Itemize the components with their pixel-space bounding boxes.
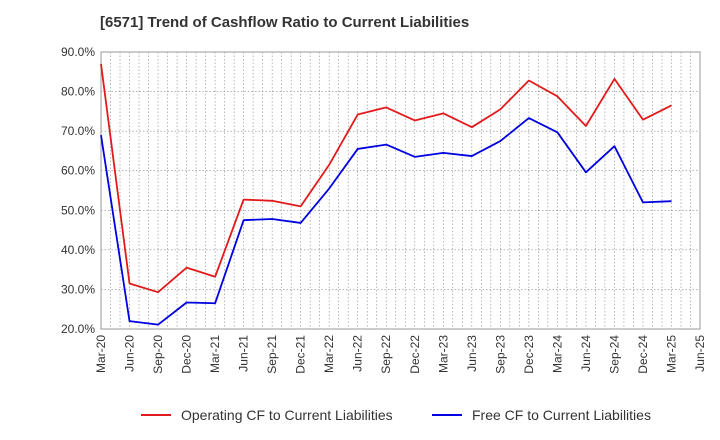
- x-tick-label: Sep-21: [265, 335, 279, 374]
- x-axis-tick-labels: Mar-20 Jun-20 Sep-20 Dec-20 Mar-21 Jun-21 Sep-…: [94, 335, 707, 374]
- y-tick-label: 90.0%: [61, 45, 95, 59]
- x-tick-label: Dec-23: [522, 335, 536, 374]
- x-tick-label: Mar-24: [550, 335, 564, 373]
- operating-cf-series-line: [100, 63, 672, 294]
- x-tick-label: Mar-22: [322, 335, 336, 373]
- x-tick-label: Jun-24: [579, 335, 593, 372]
- legend-label: Free CF to Current Liabilities: [472, 407, 651, 423]
- x-tick-label: Jun-20: [123, 335, 137, 372]
- x-tick-label: Sep-23: [493, 335, 507, 374]
- y-tick-label: 60.0%: [61, 164, 95, 178]
- legend-label: Operating CF to Current Liabilities: [181, 407, 393, 423]
- plot-area-frame: [100, 51, 701, 330]
- series-lines: [100, 63, 672, 326]
- y-tick-label: 40.0%: [61, 243, 95, 257]
- x-tick-label: Sep-22: [379, 335, 393, 374]
- x-tick-label: Dec-22: [408, 335, 422, 374]
- free-cf-series-line: [100, 117, 672, 326]
- y-tick-label: 80.0%: [61, 85, 95, 99]
- y-tick-label: 70.0%: [61, 124, 95, 138]
- x-tick-label: Sep-24: [607, 335, 621, 374]
- x-tick-label: Mar-23: [436, 335, 450, 373]
- x-tick-label: Sep-20: [151, 335, 165, 374]
- legend: Operating CF to Current Liabilities Free …: [141, 407, 651, 423]
- y-tick-label: 20.0%: [61, 322, 95, 336]
- x-tick-label: Dec-21: [294, 335, 308, 374]
- x-tick-label: Jun-22: [351, 335, 365, 372]
- x-tick-label: Jun-23: [465, 335, 479, 372]
- y-axis-tick-labels: 20.0% 30.0% 40.0% 50.0% 60.0% 70.0% 80.0% 90.0%: [61, 45, 95, 336]
- x-tick-label: Jun-21: [237, 335, 251, 372]
- x-tick-label: Mar-20: [94, 335, 108, 373]
- x-tick-label: Jun-25: [693, 335, 707, 372]
- x-tick-label: Dec-20: [180, 335, 194, 374]
- x-tick-label: Dec-24: [636, 335, 650, 374]
- chart-title: [6571] Trend of Cashflow Ratio to Curren…: [100, 14, 470, 31]
- y-tick-label: 50.0%: [61, 203, 95, 217]
- x-tick-label: Mar-21: [208, 335, 222, 373]
- grid-lines: [101, 52, 700, 329]
- x-tick-label: Mar-25: [664, 335, 678, 373]
- y-tick-label: 30.0%: [61, 282, 95, 296]
